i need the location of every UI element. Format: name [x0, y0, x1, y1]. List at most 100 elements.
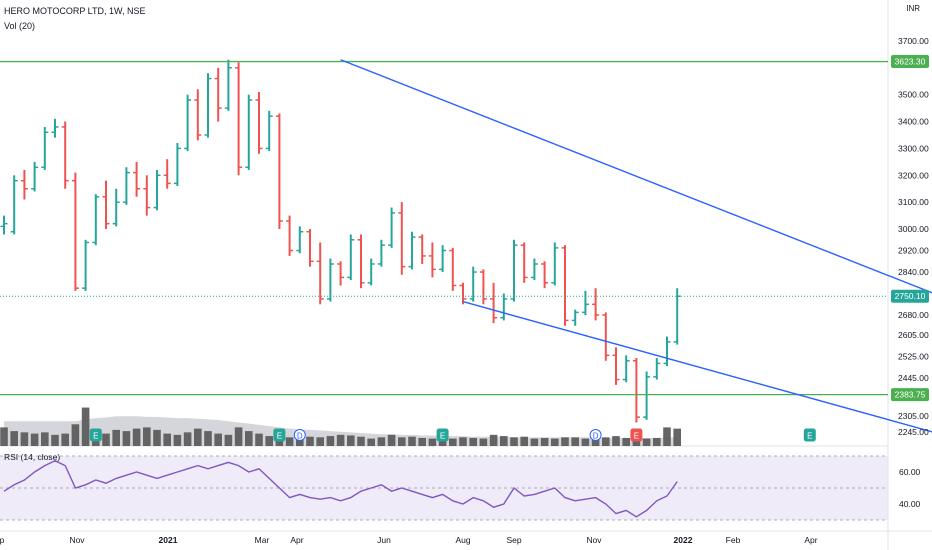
volume-bar [428, 438, 437, 446]
event-marker-label: E [93, 432, 98, 441]
earnings-marker [89, 428, 102, 442]
earnings-marker [803, 428, 816, 442]
price-tick-label: 3300.00 [898, 143, 929, 153]
rsi-tick-label: 40.00 [899, 499, 921, 509]
price-tick-label: 3500.00 [898, 90, 929, 100]
time-axis: p Nov 2021 Mar Apr Jun Aug Sep Nov 2022 Feb Apr [0, 535, 818, 545]
volume-bar [398, 437, 406, 446]
time-tick-label: Mar [255, 535, 270, 545]
symbol-title[interactable]: HERO MOTOCORP LTD, 1W, NSE [4, 6, 146, 16]
volume-bar [438, 437, 447, 446]
volume-ma-area [4, 416, 678, 446]
volume-bar [418, 437, 426, 446]
earnings-marker [630, 428, 643, 442]
price-label-text: 3623.30 [895, 57, 926, 67]
volume-bar [234, 427, 243, 446]
time-tick-label: 2022 [674, 535, 693, 545]
volume-bar [469, 437, 477, 446]
time-tick-label: Apr [804, 535, 817, 545]
volume-bar [336, 434, 345, 446]
rsi-title: RSI (14, close) [4, 452, 60, 462]
price-label-box [891, 388, 929, 402]
price-tick-label: 2245.00 [898, 427, 929, 437]
volume-indicator-label[interactable]: Vol (20) [4, 21, 36, 31]
rsi-tick-label: 60.00 [899, 467, 921, 477]
price-tick-label: 2525.00 [898, 352, 929, 362]
time-tick-label: Aug [455, 535, 470, 545]
volume-bar [326, 436, 335, 446]
event-marker-label: E [634, 432, 639, 441]
price-tick-label: 3000.00 [898, 224, 929, 234]
volume-bar [673, 428, 681, 446]
volume-bar [540, 437, 549, 446]
price-tick-label: 2305.00 [898, 411, 929, 421]
price-tick-label: 2605.00 [898, 330, 929, 340]
drawing-lines [0, 59, 932, 433]
dividend-marker [293, 429, 306, 441]
volume-bars [0, 407, 681, 446]
volume-bar [102, 433, 110, 446]
price-label-text: 2383.75 [895, 390, 926, 400]
volume-bar [489, 434, 498, 446]
event-marker-label: E [807, 432, 812, 441]
volume-bar [653, 437, 661, 446]
volume-bar [408, 436, 416, 446]
earnings-marker [273, 428, 286, 442]
event-marker-label: E [277, 432, 282, 441]
volume-bar [194, 428, 202, 446]
volume-bar [81, 407, 90, 446]
earnings-marker [436, 428, 449, 442]
volume-bar [71, 424, 80, 446]
time-tick-label: 2021 [159, 535, 178, 545]
event-marker-label: E [440, 432, 445, 441]
volume-bar [357, 436, 365, 446]
price-axis: 40.00 60.00 2245.00 2305.00 2445.00 2525.00 26… [891, 36, 929, 509]
volume-bar [265, 436, 273, 446]
volume-bar [612, 436, 620, 446]
volume-bar [306, 436, 314, 446]
volume-bar [245, 431, 253, 446]
price-tick-label: 3400.00 [898, 117, 929, 127]
volume-bar [10, 431, 18, 446]
volume-bar [367, 438, 375, 446]
volume-bar [591, 438, 600, 446]
volume-bar [551, 438, 559, 446]
volume-bar [347, 435, 355, 446]
volume-bar [316, 437, 324, 446]
volume-bar [663, 427, 671, 446]
rsi-line: RSI (14, close) [3, 452, 678, 518]
volume-bar [0, 427, 8, 446]
volume-bar [602, 437, 610, 446]
volume-bar [51, 434, 59, 446]
volume-bar [153, 429, 161, 446]
volume-bar [377, 437, 386, 446]
volume-bar [571, 437, 579, 446]
volume-bar [41, 432, 49, 446]
price-tick-label: 2680.00 [898, 310, 929, 320]
volume-bar [183, 432, 192, 446]
price-label-box [891, 55, 929, 69]
volume-bar [143, 427, 151, 446]
trend-line [340, 59, 932, 294]
price-tick-label: 2840.00 [898, 267, 929, 277]
volume-bar [224, 434, 233, 446]
event-markers: EEDEDEEE [89, 428, 816, 442]
volume-bar [449, 438, 457, 446]
volume-bar [30, 433, 39, 446]
volume-bar [255, 433, 263, 446]
price-tick-label: 3100.00 [898, 197, 929, 207]
price-label-box [891, 289, 929, 303]
currency-label: INR [906, 4, 920, 13]
volume-bar [642, 438, 651, 446]
volume-bar [173, 434, 182, 446]
rsi-series [3, 460, 678, 518]
rsi-panel [0, 455, 888, 521]
price-tick-label: 3700.00 [898, 36, 929, 46]
volume-bar [132, 428, 141, 446]
volume-bar [163, 433, 171, 446]
volume-bar [296, 436, 304, 446]
volume-bar [520, 436, 528, 446]
volume-bar [530, 438, 539, 446]
volume-bar [459, 437, 467, 446]
